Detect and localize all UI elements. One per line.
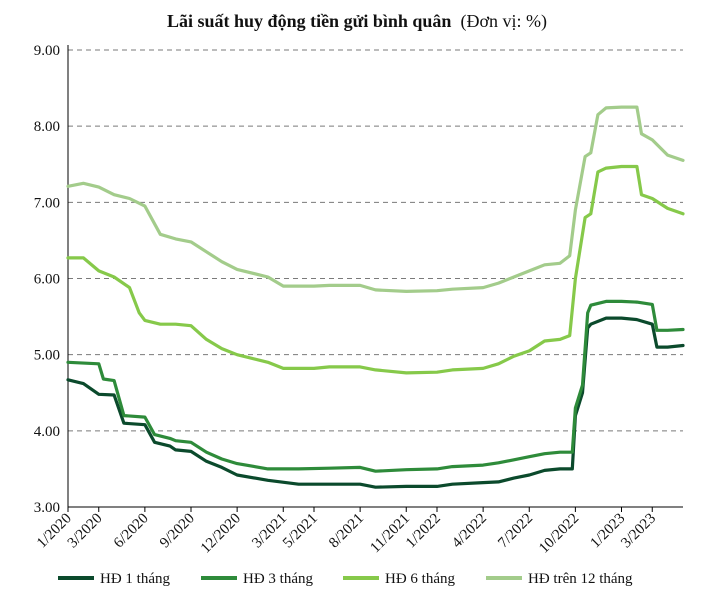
legend-label: HĐ trên 12 tháng bbox=[528, 571, 633, 587]
chart-title: Lãi suất huy động tiền gửi bình quân (Đơ… bbox=[167, 11, 547, 32]
y-tick-label: 8.00 bbox=[34, 119, 60, 135]
y-tick-label: 4.00 bbox=[34, 424, 60, 440]
y-tick-label: 6.00 bbox=[34, 272, 60, 288]
x-tick-label: 12/2020 bbox=[198, 511, 244, 557]
legend-item-2: HĐ 3 tháng bbox=[201, 571, 313, 587]
series-line-1 bbox=[66, 316, 685, 489]
y-tick-label: 7.00 bbox=[34, 195, 60, 211]
legend: HĐ 1 tháng HĐ 3 tháng HĐ 6 tháng HĐ trên 12… bbox=[58, 571, 633, 587]
y-tick-label: 5.00 bbox=[34, 348, 60, 364]
legend-label: HĐ 3 tháng bbox=[243, 571, 313, 587]
chart-title-main: Lãi suất huy động tiền gửi bình quân bbox=[167, 11, 451, 31]
x-tick-label: 11/2021 bbox=[367, 511, 413, 557]
gridlines bbox=[68, 49, 683, 432]
x-tick-label: 6/2020 bbox=[111, 511, 152, 552]
chart-title-unit: (Đơn vị: %) bbox=[460, 11, 547, 32]
series-lines bbox=[66, 105, 685, 489]
legend-item-3: HĐ 6 tháng bbox=[343, 571, 455, 587]
x-tick-label: 5/2021 bbox=[280, 511, 321, 552]
x-tick-label: 3/2023 bbox=[618, 511, 659, 552]
legend-label: HĐ 6 tháng bbox=[385, 571, 455, 587]
x-tick-label: 3/2020 bbox=[65, 511, 106, 552]
legend-item-1: HĐ 1 tháng bbox=[58, 571, 170, 587]
x-tick-label: 1/2022 bbox=[403, 511, 444, 552]
x-tick-label: 8/2021 bbox=[326, 511, 367, 552]
y-axis: 9.00 8.00 7.00 6.00 5.00 4.00 3.00 bbox=[34, 43, 69, 516]
x-tick-label: 4/2022 bbox=[449, 511, 490, 552]
legend-item-4: HĐ trên 12 tháng bbox=[486, 571, 633, 587]
y-tick-label: 3.00 bbox=[34, 500, 60, 516]
series-line-2 bbox=[66, 299, 685, 473]
x-tick-label: 9/2020 bbox=[157, 511, 198, 552]
series-line-4 bbox=[66, 105, 685, 293]
x-tick-label: 7/2022 bbox=[495, 511, 536, 552]
y-tick-label: 9.00 bbox=[34, 43, 60, 59]
legend-label: HĐ 1 tháng bbox=[100, 571, 170, 587]
series-line-3 bbox=[66, 164, 685, 375]
x-tick-label: 10/2022 bbox=[536, 511, 582, 557]
